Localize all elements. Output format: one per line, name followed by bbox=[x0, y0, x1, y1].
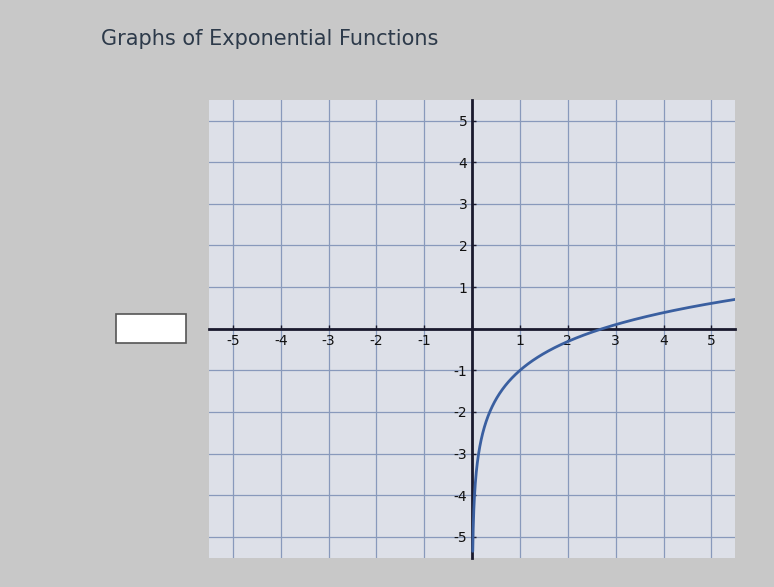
Text: - ∨: - ∨ bbox=[128, 322, 146, 335]
Text: Graphs of Exponential Functions: Graphs of Exponential Functions bbox=[101, 29, 438, 49]
